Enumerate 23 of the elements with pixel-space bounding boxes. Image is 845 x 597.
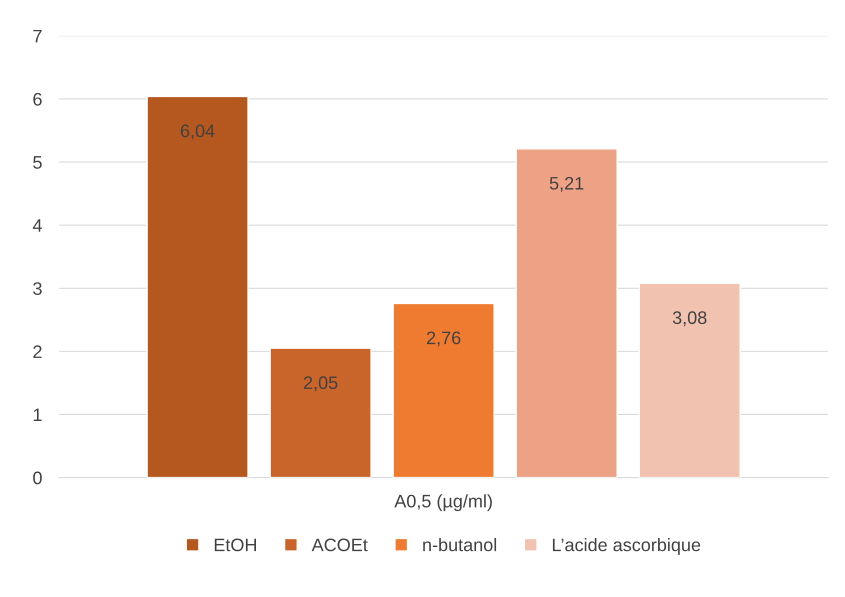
y-tick-label: 4 <box>32 219 42 232</box>
bar <box>269 348 372 478</box>
legend-label: n-butanol <box>423 538 496 552</box>
data-label: 6,04 <box>180 124 215 140</box>
y-tick-label: 0 <box>33 472 42 484</box>
data-label: 2,76 <box>426 332 460 346</box>
y-tick-label: 1 <box>34 408 42 422</box>
y-tick-label: 5 <box>33 156 42 169</box>
data-label: 2,05 <box>304 376 338 392</box>
y-tick-label: 3 <box>33 282 42 295</box>
data-label: 5,21 <box>550 176 584 192</box>
y-tick-label: 6 <box>33 92 42 106</box>
legend-label: L’acide ascorbique <box>552 538 700 555</box>
bar <box>516 148 618 478</box>
y-tick-label: 7 <box>33 30 42 42</box>
bar <box>638 282 741 478</box>
bar <box>392 302 495 478</box>
y-tick-label: 2 <box>33 345 42 358</box>
data-label: 3,08 <box>672 311 706 326</box>
x-tick-label: A0,5 (µg/ml) <box>394 494 492 512</box>
legend-label: ACOEt <box>312 538 368 552</box>
legend-label: EtOH <box>214 538 256 552</box>
bar <box>146 96 249 478</box>
